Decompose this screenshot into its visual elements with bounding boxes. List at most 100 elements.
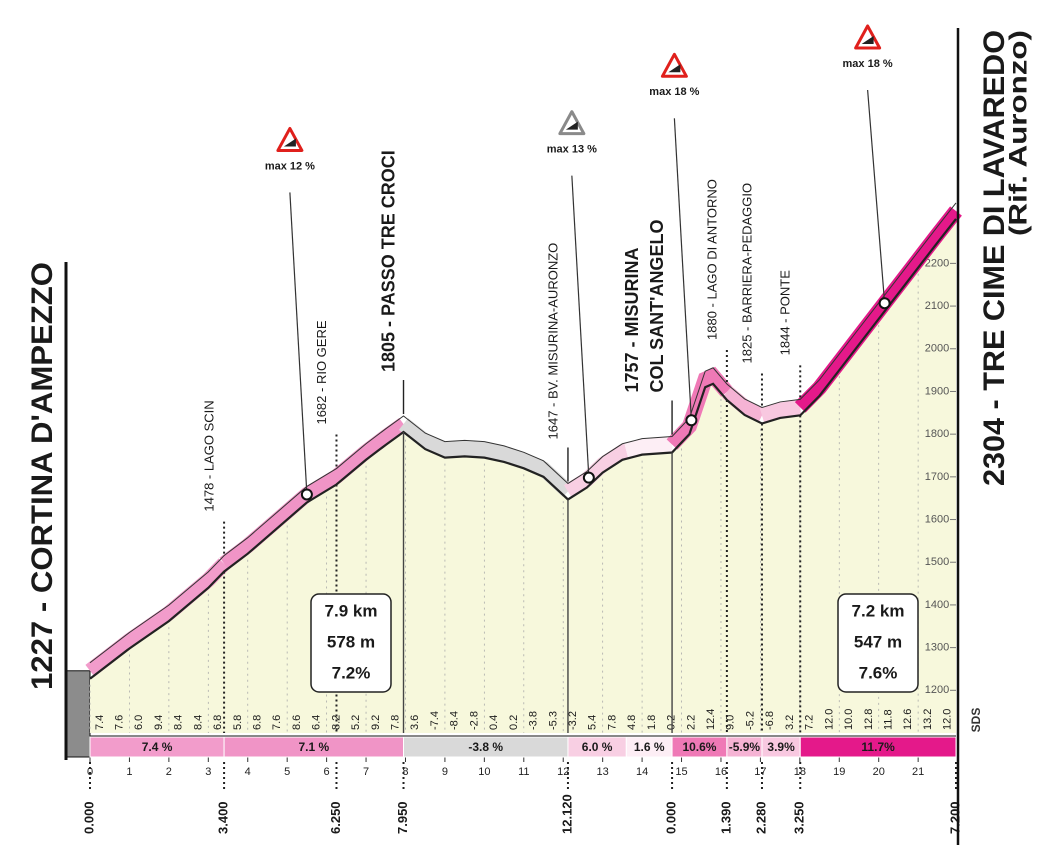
half-km-gradient: 4.8 [626, 715, 638, 730]
half-km-gradient: 7.6 [271, 715, 283, 730]
distance-label: 7.200 [947, 801, 962, 834]
half-km-gradient: 12.0 [823, 709, 835, 730]
y-tick-label: 1400 [925, 599, 949, 611]
x-tick-label: 13 [597, 766, 609, 778]
profile-line [89, 218, 957, 680]
waypoint-label: 1478 - LAGO SCIN [202, 400, 217, 511]
waypoint-label: 1757 - MISURINA [622, 247, 642, 392]
half-km-gradient: 7.8 [606, 715, 618, 730]
gradient-bar-label: -3.8 % [468, 740, 503, 754]
half-km-gradient: 10.0 [843, 709, 855, 730]
half-km-gradient: 7.8 [390, 715, 402, 730]
gradient-bar-label: 11.7% [861, 740, 895, 754]
x-tick-label: 14 [636, 766, 648, 778]
x-tick-label: 12 [557, 766, 569, 778]
profile-area [90, 218, 956, 733]
max-triangle-icon [565, 121, 578, 130]
half-km-gradient: 8.4 [192, 715, 204, 730]
pin [878, 297, 891, 310]
finish-subtitle: (Rif. Auronzo) [1005, 30, 1033, 236]
distance-label: 2.280 [753, 801, 768, 834]
x-tick-label: 17 [754, 766, 766, 778]
x-tick-label: 19 [833, 766, 845, 778]
x-tick-label: 11 [518, 766, 529, 778]
gradient-band [759, 399, 802, 423]
half-km-gradient: 6.0 [133, 715, 145, 730]
gradient-bar-label: 7.4 % [142, 740, 173, 754]
summary-text: 7.9 km [325, 601, 378, 620]
half-km-gradient: 6.8 [252, 715, 264, 730]
marker-line [673, 118, 692, 421]
half-km-gradient: -2.8 [468, 711, 480, 730]
half-km-gradient: 0.4 [488, 715, 500, 730]
gradient-bar-label: -5.9% [729, 740, 761, 754]
half-km-gradient: -5.3 [547, 711, 559, 730]
half-km-gradient: -3.2 [567, 711, 579, 730]
max-triangle [276, 126, 304, 152]
half-km-gradient: 6.8 [212, 715, 224, 730]
y-tick-label: 2200 [925, 257, 949, 269]
waypoint-label: 1647 - BV. MISURINA-AURONZO [545, 243, 560, 440]
max-label: max 13 % [547, 144, 597, 156]
max-label: max 18 % [649, 86, 699, 98]
x-tick-label: 7 [363, 766, 369, 778]
marker-line [571, 175, 590, 478]
gradient-bar-label: 10.6% [682, 740, 716, 754]
y-tick-label: 1600 [925, 513, 949, 525]
gradient-bar-label: 1.6 % [634, 740, 665, 754]
y-tick-label: 1500 [925, 556, 949, 568]
half-km-gradient: -8.4 [449, 711, 461, 730]
gradient-band [398, 418, 574, 497]
marker-line [289, 192, 308, 495]
half-km-gradient: 8.6 [291, 715, 303, 730]
half-km-gradient: 7.6 [113, 715, 125, 730]
max-label: max 18 % [843, 58, 893, 70]
max-triangle [854, 24, 882, 50]
half-km-gradient: 3.2 [784, 715, 796, 730]
summary-box [310, 593, 392, 693]
profile-top-line [89, 202, 957, 664]
x-tick-label: 1 [126, 766, 132, 778]
gradient-band [794, 206, 962, 413]
half-km-gradient: -5.2 [744, 711, 756, 730]
waypoint-label: 1880 - LAGO DI ANTORNO [704, 179, 719, 340]
distance-label: 0.000 [81, 801, 96, 834]
distance-label: 12.120 [559, 794, 574, 834]
max-triangle-icon [861, 36, 874, 44]
x-tick-label: 5 [284, 766, 290, 778]
waypoint-label: 1825 - BARRIERA-PEDAGGIO [739, 183, 754, 364]
y-tick-label: 1700 [925, 471, 949, 483]
half-km-gradient: 7.2 [804, 715, 816, 730]
pin [300, 488, 313, 501]
start-block [65, 670, 91, 758]
gradient-bar-label: 3.9% [767, 740, 795, 754]
half-km-gradient: 1.8 [646, 715, 658, 730]
climb-summary: 7.2 km 547 m 7.6% [837, 593, 919, 693]
gradient-band [722, 386, 766, 423]
summary-text: 578 m [327, 632, 375, 651]
x-tick-label: 10 [478, 766, 490, 778]
half-km-gradient: 13.2 [922, 709, 934, 730]
gradient-band [563, 443, 629, 498]
half-km-gradient: 6.4 [311, 715, 323, 730]
half-km-gradient: -3.8 [528, 711, 540, 730]
marker-line [867, 89, 886, 304]
distance-label: 3.400 [216, 801, 231, 834]
x-tick-label: 0 [87, 766, 93, 778]
y-tick-label: 1300 [925, 642, 949, 654]
distance-label: 7.950 [395, 801, 410, 834]
half-km-gradient: 12.4 [705, 709, 717, 730]
half-km-gradient: -7.4 [429, 711, 441, 730]
half-km-gradient: 12.0 [942, 709, 954, 730]
y-tick-label: 1200 [925, 684, 949, 696]
pin [685, 414, 698, 427]
max-triangle-icon [668, 64, 681, 73]
gradient-band [666, 366, 733, 450]
overlay-layer: 7.4 % 7.1 % -3.8 % 6.0 % 1.6 % 10.6% -5.9% 3.9%… [81, 24, 962, 834]
max-triangle-icon [283, 138, 296, 147]
summary-text: 547 m [854, 632, 902, 651]
waypoint-label: COL SANT'ANGELO [647, 220, 667, 393]
gradient-band [219, 417, 408, 570]
x-tick-label: 21 [912, 766, 924, 778]
half-km-gradient: 12.6 [902, 709, 914, 730]
